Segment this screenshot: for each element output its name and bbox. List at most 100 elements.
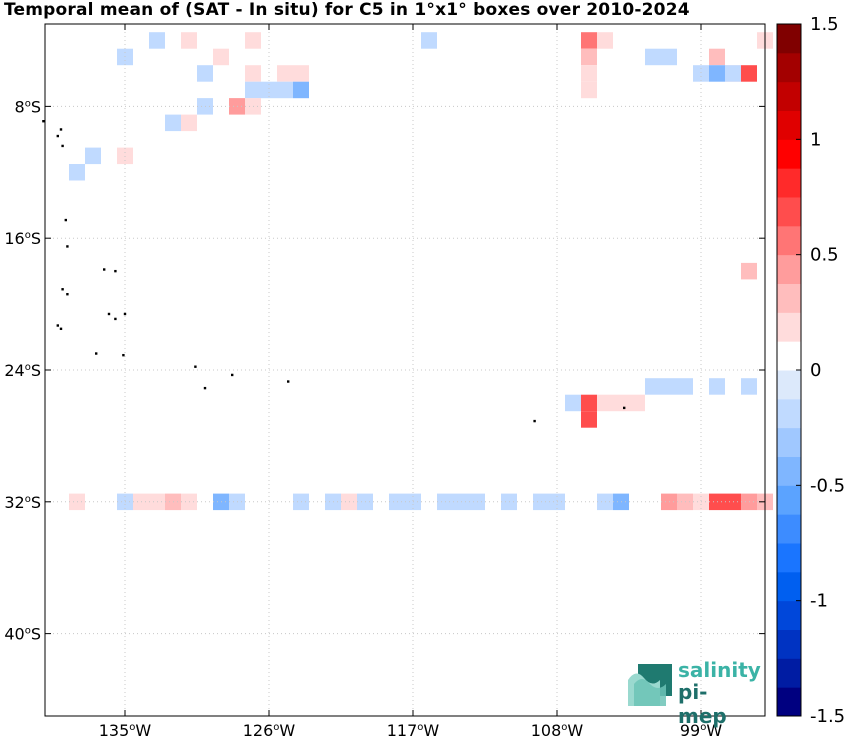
colorbar-segment bbox=[777, 225, 801, 256]
data-cell bbox=[245, 65, 261, 82]
island-marker bbox=[114, 269, 117, 273]
salinity-pi-mep-logo: salinity pi-mep bbox=[626, 658, 761, 728]
island-marker bbox=[59, 327, 63, 331]
island-marker bbox=[66, 293, 69, 296]
island-marker bbox=[64, 218, 67, 222]
colorbar-tick-label: -0.5 bbox=[810, 475, 845, 496]
data-cell bbox=[421, 32, 437, 49]
data-cell bbox=[661, 48, 677, 66]
island-marker bbox=[623, 406, 626, 410]
logo-text-salinity: salinity bbox=[678, 658, 761, 682]
colorbar-tick-label: 0 bbox=[810, 360, 821, 381]
chart-title: Temporal mean of (SAT - In situ) for C5 … bbox=[4, 0, 690, 20]
colorbar-segment bbox=[777, 687, 801, 717]
island-marker bbox=[61, 288, 64, 291]
data-cell bbox=[85, 147, 101, 165]
island-markers bbox=[42, 120, 626, 423]
island-marker bbox=[231, 373, 234, 377]
data-cell bbox=[581, 81, 597, 99]
wave-logo-icon bbox=[628, 664, 672, 706]
colorbar-segment bbox=[777, 456, 801, 486]
colorbar-tick-label: 0.5 bbox=[810, 245, 839, 266]
data-cell bbox=[581, 394, 597, 412]
data-cell bbox=[581, 411, 597, 428]
data-cell bbox=[117, 147, 133, 165]
colorbar-segment bbox=[777, 514, 801, 544]
data-cell bbox=[725, 65, 741, 82]
data-cell bbox=[581, 48, 597, 66]
data-cell bbox=[709, 65, 725, 82]
y-tick-label: 24oS bbox=[4, 361, 41, 380]
island-marker bbox=[56, 324, 59, 327]
data-cell bbox=[741, 378, 757, 395]
colorbar-segment bbox=[777, 341, 801, 371]
island-marker bbox=[123, 312, 127, 316]
data-cell bbox=[149, 32, 165, 49]
data-cell bbox=[613, 394, 629, 412]
data-cell bbox=[181, 114, 197, 132]
data-cell bbox=[245, 81, 261, 99]
colorbar-segment bbox=[777, 571, 801, 602]
island-marker bbox=[59, 128, 63, 131]
island-marker bbox=[203, 386, 207, 390]
colorbar-segment bbox=[777, 168, 801, 198]
y-tick-label: 16oS bbox=[4, 229, 41, 248]
island-marker bbox=[66, 245, 69, 248]
colorbar-segment bbox=[777, 110, 801, 140]
x-tick-label: 135oW bbox=[99, 721, 152, 740]
island-marker bbox=[42, 120, 45, 123]
data-cell bbox=[69, 164, 85, 181]
colorbar-segment bbox=[777, 600, 801, 630]
data-cell bbox=[581, 65, 597, 82]
colorbar-segment bbox=[777, 312, 801, 342]
data-cell bbox=[277, 65, 293, 82]
island-marker bbox=[61, 144, 64, 148]
colorbar-segment bbox=[777, 543, 801, 573]
colorbar-tick-label: -1.5 bbox=[810, 706, 845, 727]
logo-text-pi-mep: pi-mep bbox=[678, 680, 727, 728]
colorbar-segment bbox=[777, 139, 801, 169]
colorbar-segment bbox=[777, 52, 801, 83]
x-tick-label: 99oW bbox=[680, 721, 722, 740]
data-cell bbox=[181, 32, 197, 49]
colorbar-segment bbox=[777, 398, 801, 429]
grid-lines bbox=[45, 24, 765, 716]
data-cell bbox=[597, 32, 613, 49]
x-tick-label: 126oW bbox=[243, 721, 296, 740]
data-cell bbox=[645, 378, 661, 395]
island-marker bbox=[287, 380, 290, 383]
data-cell bbox=[709, 48, 725, 66]
x-axis-ticks: 135oW 126oW 117oW 108oW 99oW bbox=[99, 24, 722, 740]
colorbar-segment bbox=[777, 283, 801, 313]
island-marker bbox=[95, 352, 98, 355]
colorbar: 1.5 1 0.5 0 -0.5 -1 -1.5 bbox=[776, 14, 845, 727]
island-marker bbox=[194, 365, 197, 368]
data-cell bbox=[597, 394, 613, 412]
data-cell bbox=[197, 65, 213, 82]
colorbar-segment bbox=[777, 197, 801, 227]
data-cell bbox=[741, 262, 757, 280]
island-marker bbox=[114, 317, 117, 321]
y-tick-label: 8oS bbox=[15, 97, 41, 116]
colorbar-segment bbox=[777, 485, 801, 515]
data-cell bbox=[277, 81, 293, 99]
data-cell bbox=[693, 65, 709, 82]
data-cell bbox=[709, 378, 725, 395]
data-cell bbox=[629, 394, 645, 412]
x-tick-label: 108oW bbox=[531, 721, 584, 740]
data-cell bbox=[293, 65, 309, 82]
y-tick-label: 40oS bbox=[4, 625, 41, 644]
island-marker bbox=[107, 312, 111, 316]
island-marker bbox=[56, 134, 59, 138]
colorbar-segment bbox=[777, 629, 801, 659]
data-cell bbox=[213, 48, 229, 66]
colorbar-segment bbox=[777, 24, 801, 54]
colorbar-segment bbox=[777, 254, 801, 284]
colorbar-segment bbox=[777, 427, 801, 457]
colorbar-segment bbox=[777, 370, 801, 400]
y-tick-label: 32oS bbox=[4, 493, 41, 512]
colorbar-tick-label: 1.5 bbox=[810, 14, 839, 35]
data-cell bbox=[645, 48, 661, 66]
island-marker bbox=[533, 419, 536, 423]
